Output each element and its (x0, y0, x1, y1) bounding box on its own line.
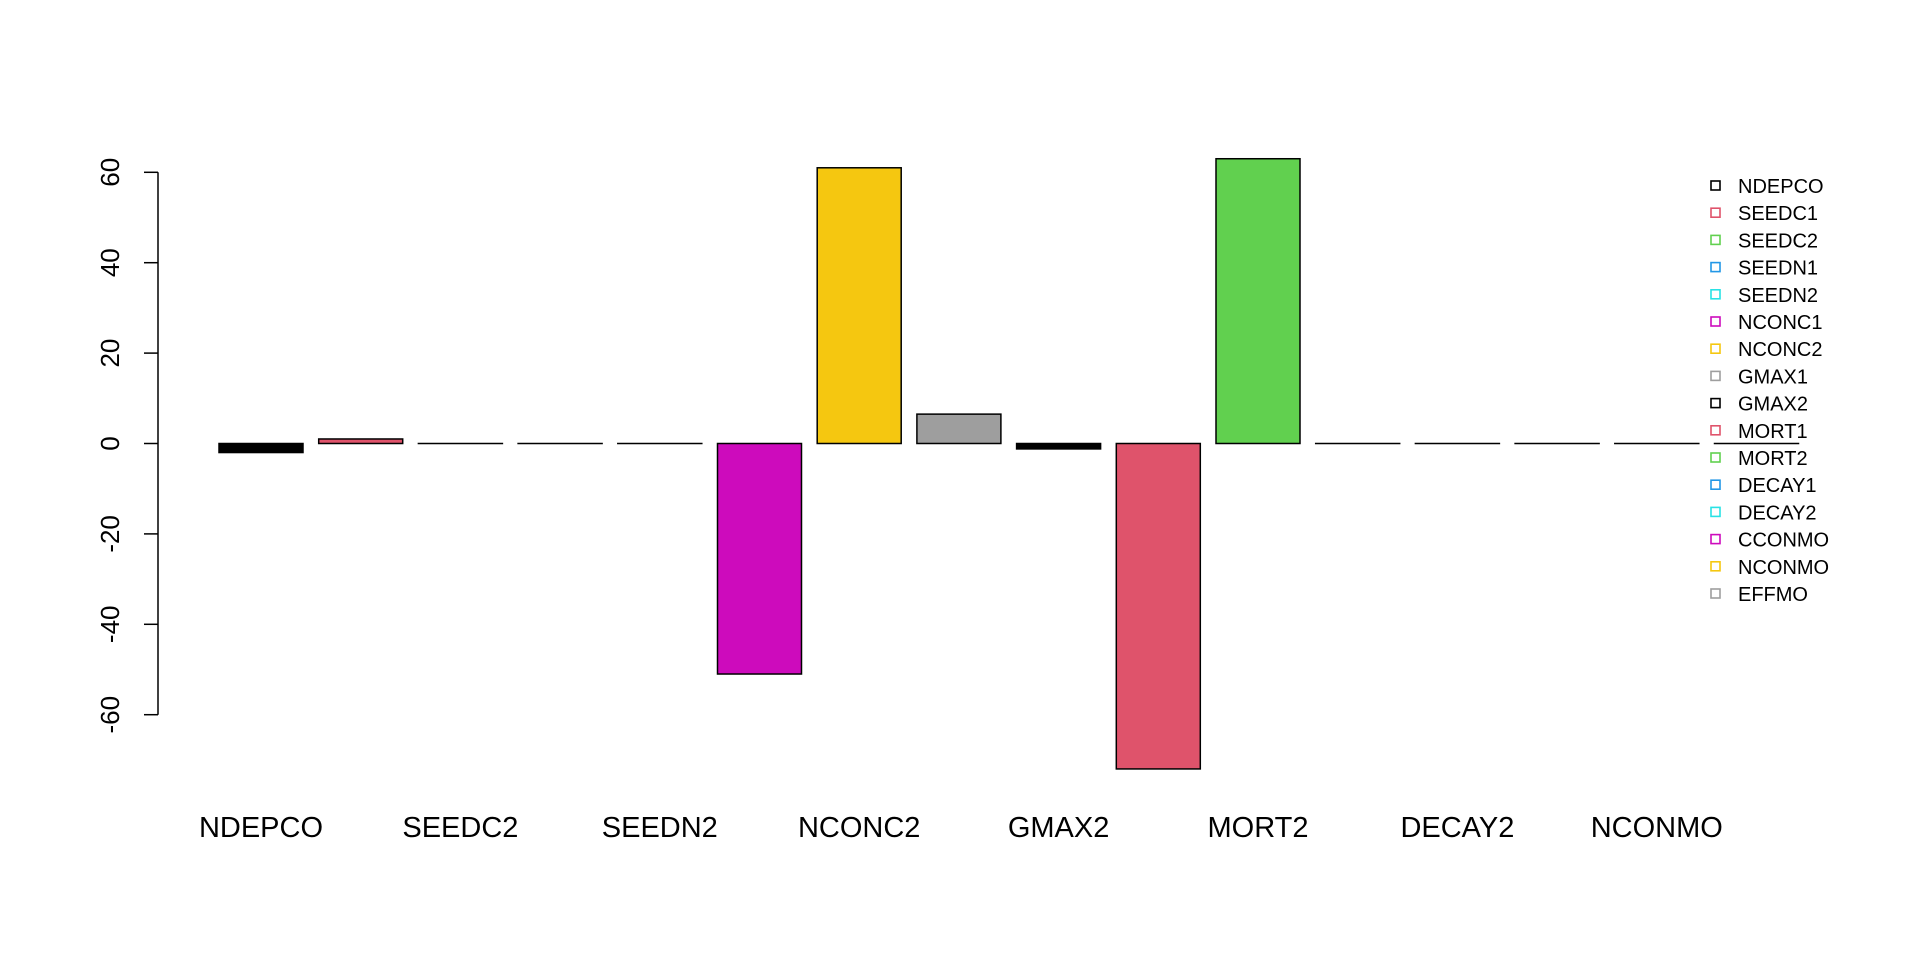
legend-swatch (1710, 288, 1721, 300)
x-tick-label: NDEPCO (199, 812, 323, 844)
y-tick-label: -40 (95, 606, 125, 644)
legend-label: NCONMO (1738, 557, 1829, 579)
x-tick-label: GMAX2 (1008, 812, 1110, 844)
bar-gmax2 (1015, 442, 1102, 450)
legend-label: SEEDN2 (1738, 285, 1818, 307)
legend-label: MORT1 (1738, 421, 1808, 443)
y-axis: 60 40 20 0 -20 -40 -60 (95, 158, 159, 734)
legend-swatch (1710, 479, 1721, 491)
legend-swatch (1710, 180, 1721, 191)
x-tick-label: SEEDN2 (602, 812, 718, 844)
x-tick-label: SEEDC2 (402, 812, 518, 844)
x-tick-label: NCONC2 (798, 812, 920, 844)
y-tick-label: 0 (95, 436, 125, 450)
x-tick-label: NCONMO (1591, 812, 1723, 844)
legend-swatch (1710, 560, 1721, 572)
legend-swatch (1710, 316, 1721, 327)
y-tick-label: 40 (95, 248, 125, 277)
legend-label: NDEPCO (1738, 176, 1824, 198)
legend-label: CCONMO (1738, 530, 1829, 552)
legend-swatch (1710, 506, 1721, 518)
y-tick-label: 60 (95, 158, 125, 187)
legend-label: MORT2 (1738, 448, 1808, 470)
legend-swatch (1710, 588, 1721, 599)
bar-gmax1 (916, 413, 1002, 445)
bar-mort1 (1115, 442, 1202, 770)
legend-swatch (1710, 343, 1721, 355)
bars (218, 157, 1800, 770)
legend-label: DECAY2 (1738, 502, 1817, 524)
legend: NDEPCO SEEDC1 SEEDC2 SEEDN1 SEEDN2 NCONC1 NCON… (1710, 176, 1829, 606)
bar-nconc1 (716, 442, 803, 675)
legend-swatch (1710, 424, 1721, 436)
x-axis-labels: NDEPCO SEEDC2 SEEDN2 NCONC2 GMAX2 MORT2 DECAY2… (199, 812, 1723, 844)
legend-swatch (1710, 397, 1721, 409)
y-tick-label: -60 (95, 696, 125, 734)
legend-swatch (1710, 207, 1721, 218)
bar-ndepco (218, 442, 304, 454)
y-tick-label: 20 (95, 339, 125, 368)
x-tick-label: MORT2 (1208, 812, 1309, 844)
legend-label: NCONC2 (1738, 339, 1822, 361)
legend-swatch (1710, 533, 1721, 545)
legend-swatch (1710, 370, 1721, 382)
bar-mort2 (1215, 157, 1301, 445)
legend-swatch (1710, 261, 1721, 273)
legend-label: NCONC1 (1738, 312, 1822, 334)
legend-label: DECAY1 (1738, 475, 1817, 497)
legend-swatch (1710, 452, 1721, 463)
legend-swatch (1710, 234, 1721, 246)
legend-label: SEEDN1 (1738, 258, 1818, 280)
legend-label: SEEDC2 (1738, 230, 1818, 252)
legend-label: SEEDC1 (1738, 203, 1818, 225)
legend-label: GMAX1 (1738, 366, 1808, 388)
bar-nconc2 (816, 167, 902, 445)
bar-seedc1 (317, 438, 404, 445)
legend-label: EFFMO (1738, 584, 1808, 606)
x-tick-label: DECAY2 (1400, 812, 1514, 844)
y-tick-label: -20 (95, 515, 125, 553)
legend-label: GMAX2 (1738, 394, 1808, 416)
